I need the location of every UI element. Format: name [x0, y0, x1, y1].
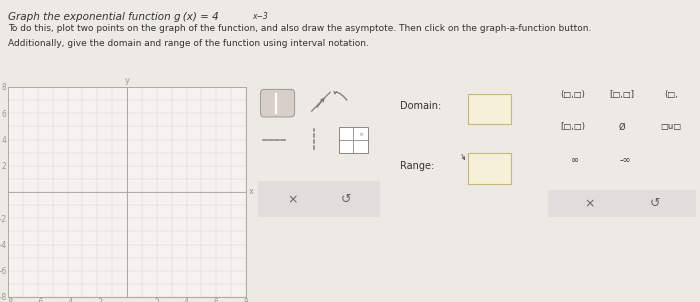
Text: ×: × — [358, 133, 363, 137]
Bar — [258, 181, 380, 217]
Text: Domain:: Domain: — [400, 101, 441, 111]
Text: x: x — [248, 188, 253, 197]
Text: (□,□): (□,□) — [561, 89, 586, 98]
Bar — [548, 190, 696, 217]
Text: ∞: ∞ — [570, 155, 579, 165]
Text: y: y — [125, 76, 130, 85]
Text: -∞: -∞ — [619, 155, 631, 165]
Text: ×: × — [584, 197, 595, 210]
Text: [□,□]: [□,□] — [610, 89, 634, 98]
Text: x−3: x−3 — [252, 12, 267, 21]
Text: (□,: (□, — [664, 89, 678, 98]
Text: ↺: ↺ — [341, 193, 351, 206]
Text: Range:: Range: — [400, 161, 434, 171]
FancyBboxPatch shape — [260, 89, 295, 117]
FancyBboxPatch shape — [468, 94, 511, 124]
Text: Graph the exponential function g (x) = 4: Graph the exponential function g (x) = 4 — [8, 12, 218, 22]
Text: ↺: ↺ — [650, 197, 660, 210]
FancyBboxPatch shape — [468, 153, 511, 184]
Text: □u□: □u□ — [660, 123, 681, 131]
Text: Additionally, give the domain and range of the function using interval notation.: Additionally, give the domain and range … — [8, 39, 369, 48]
Bar — [339, 127, 368, 153]
Text: ×: × — [287, 193, 298, 206]
Text: Ø: Ø — [619, 123, 625, 131]
Text: [□,□): [□,□) — [561, 123, 586, 131]
Text: To do this, plot two points on the graph of the function, and also draw the asym: To do this, plot two points on the graph… — [8, 24, 592, 33]
